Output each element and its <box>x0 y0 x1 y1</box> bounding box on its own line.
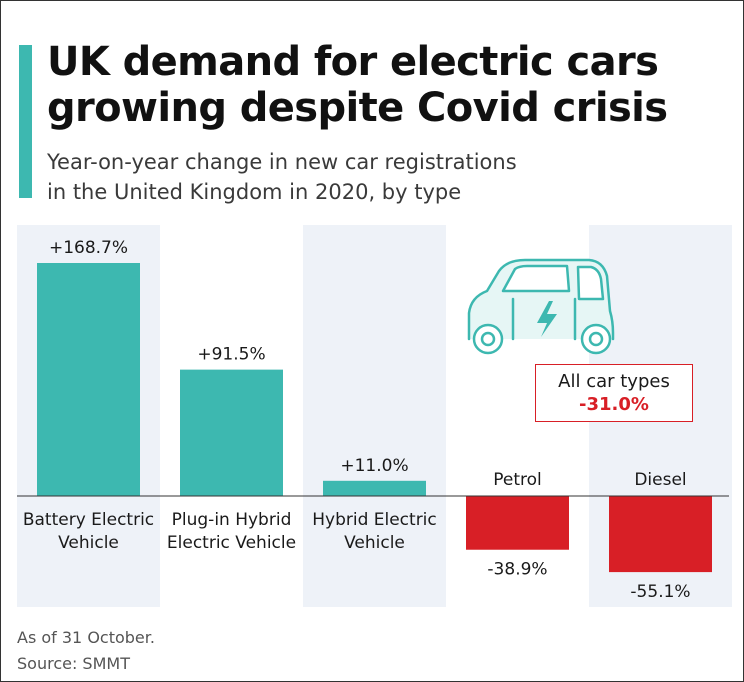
category-label: Electric Vehicle <box>167 533 296 553</box>
data-label: +168.7% <box>49 238 128 258</box>
column-band <box>303 225 446 607</box>
category-label: Petrol <box>493 470 542 490</box>
chart-title: UK demand for electric cars growing desp… <box>47 39 737 131</box>
footnote-note: As of 31 October. <box>17 628 155 647</box>
subtitle-line: Year-on-year change in new car registrat… <box>47 150 517 174</box>
category-label: Plug-in Hybrid <box>172 510 292 530</box>
data-label: +11.0% <box>340 456 408 476</box>
data-label: -38.9% <box>487 560 547 580</box>
subtitle-line: in the United Kingdom in 2020, by type <box>47 180 462 204</box>
bar <box>37 263 140 496</box>
category-label: Vehicle <box>58 533 119 553</box>
bar <box>323 480 426 496</box>
title-line: UK demand for electric cars <box>47 39 659 85</box>
footnote: As of 31 October. Source: SMMT <box>17 625 155 677</box>
callout-value: -31.0% <box>579 394 649 415</box>
bar <box>180 369 283 496</box>
title-line: growing despite Covid crisis <box>47 85 668 131</box>
category-label: Diesel <box>634 470 686 490</box>
category-label: Hybrid Electric <box>312 510 437 530</box>
callout-label: All car types <box>558 371 670 392</box>
chart-subtitle: Year-on-year change in new car registrat… <box>47 147 687 207</box>
data-label: -55.1% <box>630 582 690 602</box>
category-label: Battery Electric <box>23 510 154 530</box>
electric-car-icon <box>467 258 615 355</box>
footnote-source: Source: SMMT <box>17 654 130 673</box>
all-car-types-callout: All car types -31.0% <box>535 364 693 422</box>
data-label: +91.5% <box>197 345 265 365</box>
accent-bar <box>19 45 32 198</box>
bar <box>466 496 569 550</box>
bar <box>609 496 712 573</box>
category-label: Vehicle <box>344 533 405 553</box>
